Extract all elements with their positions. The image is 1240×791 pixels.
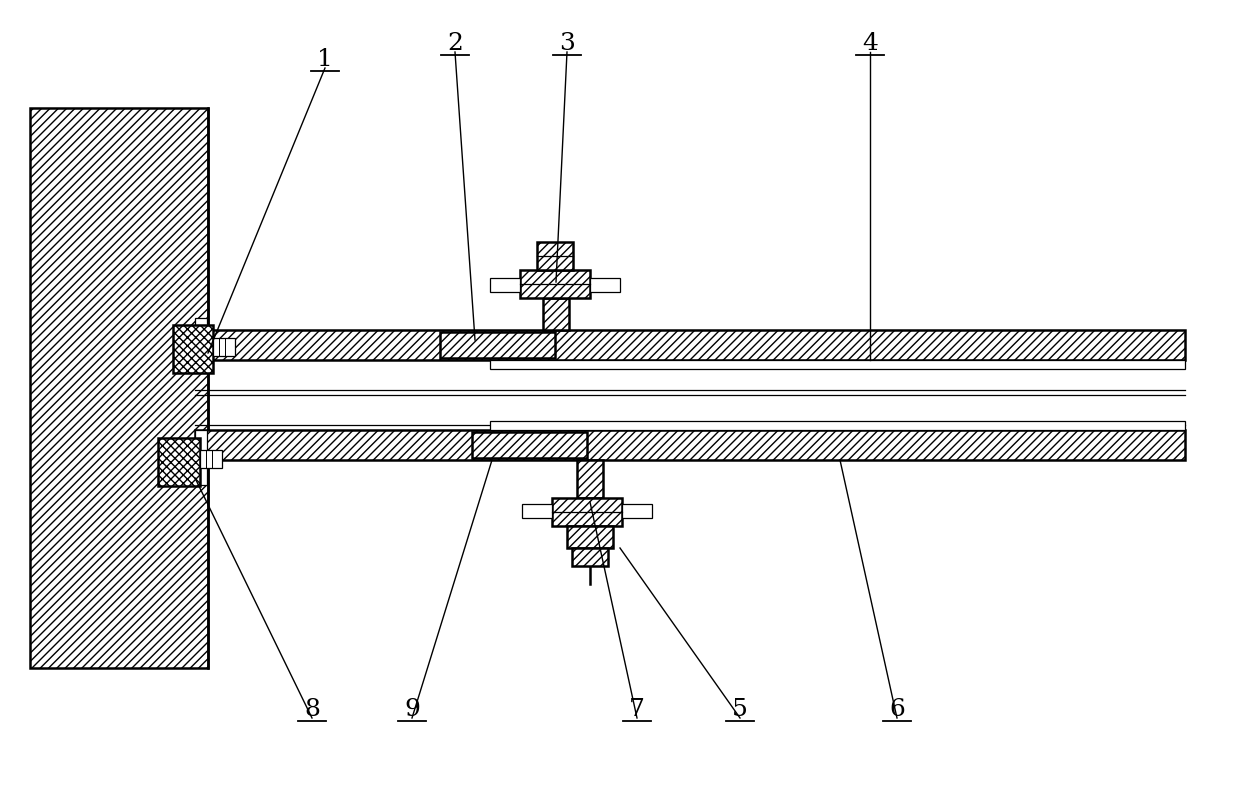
Bar [213, 338, 236, 356]
Bar [174, 325, 213, 373]
Bar [577, 460, 603, 498]
Bar [520, 270, 590, 298]
Bar [537, 242, 573, 270]
Bar [537, 242, 573, 270]
Bar [440, 332, 556, 358]
Bar [590, 278, 620, 292]
Text: 3: 3 [559, 32, 575, 55]
Bar [567, 526, 613, 548]
Text: 1: 1 [317, 48, 332, 71]
Text: 6: 6 [889, 698, 905, 721]
Bar [195, 318, 207, 373]
Bar [195, 330, 1185, 360]
Bar [440, 332, 556, 358]
Bar [30, 108, 208, 668]
Bar [195, 430, 1185, 460]
Text: 8: 8 [304, 698, 320, 721]
Bar [572, 548, 608, 566]
Bar [195, 430, 1185, 460]
Text: 5: 5 [732, 698, 748, 721]
Bar [490, 360, 1185, 369]
Bar [552, 498, 622, 526]
Bar [490, 421, 1185, 430]
Text: 2: 2 [448, 32, 463, 55]
Bar [195, 330, 1185, 360]
Bar [157, 438, 200, 486]
Bar [200, 450, 222, 468]
Bar [622, 504, 652, 518]
Text: 4: 4 [862, 32, 878, 55]
Bar [157, 438, 200, 486]
Bar [195, 430, 207, 485]
Bar [543, 298, 569, 330]
Bar [472, 432, 587, 458]
Bar [30, 108, 208, 668]
Bar [552, 498, 622, 526]
Text: 7: 7 [629, 698, 645, 721]
Bar [567, 526, 613, 548]
Text: 9: 9 [404, 698, 420, 721]
Bar [543, 298, 569, 330]
Bar [572, 548, 608, 566]
Bar [472, 432, 587, 458]
Bar [520, 270, 590, 298]
Bar [577, 460, 603, 498]
Bar [490, 278, 520, 292]
Bar [522, 504, 552, 518]
Bar [174, 325, 213, 373]
